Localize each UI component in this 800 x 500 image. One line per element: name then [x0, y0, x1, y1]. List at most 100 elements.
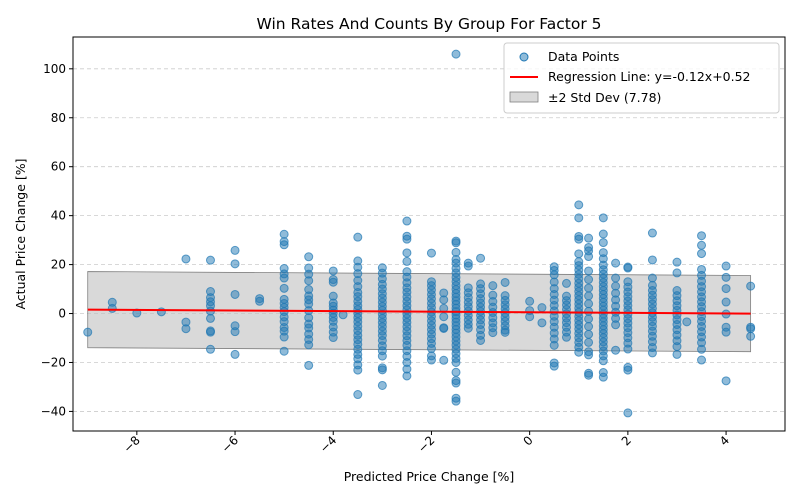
data-point — [439, 295, 449, 305]
data-point — [697, 231, 707, 241]
data-point — [230, 349, 240, 359]
data-point — [549, 361, 559, 371]
data-point — [598, 356, 608, 366]
legend-patch-std-band — [509, 91, 539, 103]
data-point — [107, 303, 117, 313]
data-point — [611, 320, 621, 330]
data-point — [476, 335, 486, 345]
x-axis-label: Predicted Price Change [%] — [344, 469, 515, 484]
data-point — [746, 281, 756, 291]
data-point — [721, 376, 731, 386]
data-point — [584, 233, 594, 243]
data-point — [584, 275, 594, 285]
data-point — [623, 263, 633, 273]
data-point — [328, 277, 338, 287]
data-point — [584, 299, 594, 309]
y-tick-label: 80 — [51, 111, 66, 125]
data-point — [328, 266, 338, 276]
data-point — [426, 248, 436, 258]
data-point — [426, 355, 436, 365]
data-point — [584, 329, 594, 339]
data-point — [574, 249, 584, 259]
y-tick-label: 40 — [51, 209, 66, 223]
data-point — [181, 254, 191, 264]
data-point — [721, 327, 731, 337]
data-point — [353, 365, 363, 375]
data-point — [439, 312, 449, 322]
y-axis-label: Actual Price Change [%] — [13, 158, 28, 309]
data-point — [672, 268, 682, 278]
data-point — [488, 328, 498, 338]
y-tick-label: 100 — [43, 62, 66, 76]
y-tick-label: −20 — [41, 355, 66, 369]
data-point — [279, 240, 289, 250]
chart-title: Win Rates And Counts By Group For Factor… — [256, 15, 601, 33]
data-point — [205, 344, 215, 354]
data-point — [230, 289, 240, 299]
data-point — [476, 253, 486, 263]
data-point — [584, 291, 594, 301]
y-tick-label: 0 — [58, 307, 66, 321]
data-point — [353, 232, 363, 242]
data-point — [721, 272, 731, 282]
data-point — [205, 255, 215, 265]
data-point — [682, 317, 692, 327]
data-point — [647, 348, 657, 358]
data-point — [598, 229, 608, 239]
data-point — [584, 337, 594, 347]
data-point — [304, 360, 314, 370]
data-point — [230, 327, 240, 337]
data-point — [377, 380, 387, 390]
data-point — [623, 365, 633, 375]
data-point — [402, 371, 412, 381]
data-point — [561, 278, 571, 288]
legend-marker-data-points — [519, 52, 529, 62]
data-point — [402, 248, 412, 258]
data-point — [500, 327, 510, 337]
data-point — [279, 229, 289, 239]
data-point — [537, 318, 547, 328]
data-point — [574, 213, 584, 223]
data-point — [525, 312, 535, 322]
data-point — [451, 238, 461, 248]
data-point — [623, 344, 633, 354]
data-point — [439, 323, 449, 333]
data-point — [611, 273, 621, 283]
data-point — [584, 322, 594, 332]
data-point — [205, 313, 215, 323]
data-point — [451, 357, 461, 367]
y-tick-label: 20 — [51, 258, 66, 272]
data-point — [500, 277, 510, 287]
data-point — [377, 351, 387, 361]
data-point — [746, 324, 756, 334]
data-point — [623, 408, 633, 418]
data-point — [451, 396, 461, 406]
data-point — [574, 200, 584, 210]
data-point — [746, 331, 756, 341]
data-point — [279, 283, 289, 293]
data-point — [574, 347, 584, 357]
data-point — [537, 303, 547, 313]
y-axis-ticks: −40 −20 0 20 40 60 80 100 — [41, 62, 73, 418]
data-point — [205, 327, 215, 337]
data-point — [426, 344, 436, 354]
data-point — [402, 216, 412, 226]
data-point — [230, 245, 240, 255]
data-point — [697, 249, 707, 259]
data-point — [83, 327, 93, 337]
data-point — [304, 276, 314, 286]
data-point — [353, 390, 363, 400]
regression-layer — [87, 308, 751, 315]
data-point — [279, 332, 289, 342]
data-point — [451, 49, 461, 59]
data-point — [279, 273, 289, 283]
regression-line — [87, 308, 751, 315]
legend-label-data-points: Data Points — [548, 49, 619, 64]
data-point — [598, 372, 608, 382]
data-point — [488, 281, 498, 291]
data-point — [463, 323, 473, 333]
data-point — [439, 355, 449, 365]
data-point — [377, 365, 387, 375]
data-point — [463, 261, 473, 271]
data-point — [402, 256, 412, 266]
